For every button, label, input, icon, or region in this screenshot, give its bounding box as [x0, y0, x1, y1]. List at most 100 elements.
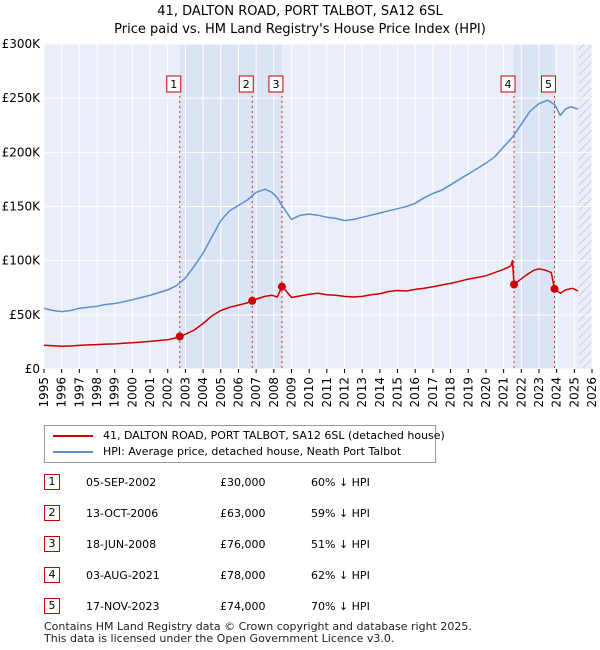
x-tick-label: 1997 — [72, 377, 86, 408]
grid-lines — [43, 43, 593, 370]
x-tick-label: 2007 — [249, 377, 263, 408]
chart-title-block: 41, DALTON ROAD, PORT TALBOT, SA12 6SL P… — [0, 3, 600, 39]
x-tick-label: 1995 — [37, 377, 51, 408]
y-tick-label: £150K — [2, 200, 42, 214]
row-price: £74,000 — [220, 600, 266, 613]
legend-swatch-blue — [53, 451, 93, 453]
marker-label: 2 — [243, 78, 250, 91]
x-tick-label: 2020 — [479, 377, 493, 408]
transaction-marker: 2 — [238, 75, 254, 93]
row-number-badge: 1 — [44, 474, 60, 490]
y-tick-label: £300K — [2, 37, 42, 51]
sale-point — [510, 280, 519, 289]
marker-label: 5 — [545, 78, 552, 91]
x-tick-label: 2012 — [338, 377, 352, 408]
marker-box — [166, 75, 182, 93]
row-hpi: 60% ↓ HPI — [311, 476, 370, 489]
table-row: 1 05-SEP-2002 £30,000 60% ↓ HPI — [44, 474, 504, 492]
row-date: 17-NOV-2023 — [86, 600, 160, 613]
sale-point — [248, 296, 257, 305]
y-tick-label: £100K — [2, 254, 42, 268]
x-tick-label: 2023 — [532, 377, 546, 408]
x-tick-label: 2025 — [567, 377, 581, 408]
x-tick-label: 2004 — [196, 377, 210, 408]
chart-subtitle: Price paid vs. HM Land Registry's House … — [114, 22, 486, 37]
table-row: 3 18-JUN-2008 £76,000 51% ↓ HPI — [44, 536, 504, 554]
sale-point — [175, 332, 184, 341]
price-paid-line — [44, 259, 579, 348]
row-number-badge: 5 — [44, 598, 60, 614]
chart-title: 41, DALTON ROAD, PORT TALBOT, SA12 6SL — [157, 4, 443, 19]
transaction-marker: 3 — [268, 75, 284, 93]
y-tick-label: £250K — [2, 91, 42, 105]
row-price: £78,000 — [220, 569, 266, 582]
row-hpi: 51% ↓ HPI — [311, 538, 370, 551]
x-tick-label: 2022 — [514, 377, 528, 408]
row-date: 18-JUN-2008 — [86, 538, 157, 551]
marker-box — [238, 75, 254, 93]
x-tick-label: 2018 — [444, 377, 458, 408]
transaction-marker: 4 — [500, 75, 516, 93]
table-row: 4 03-AUG-2021 £78,000 62% ↓ HPI — [44, 567, 504, 585]
x-tick-label: 2017 — [426, 377, 440, 408]
row-hpi: 59% ↓ HPI — [311, 507, 370, 520]
hpi-line — [44, 99, 579, 313]
y-tick-label: £0 — [25, 362, 40, 376]
x-tick-label: 2024 — [550, 377, 564, 408]
x-tick-label: 2026 — [585, 377, 599, 408]
table-row: 2 13-OCT-2006 £63,000 59% ↓ HPI — [44, 505, 504, 523]
x-tick-label: 2006 — [231, 377, 245, 408]
transaction-markers: 1 2 3 4 5 — [166, 75, 557, 93]
x-tick-label: 1996 — [55, 377, 69, 408]
x-tick-label: 2000 — [125, 377, 139, 408]
x-tick-label: 2014 — [373, 377, 387, 408]
footer-attribution: Contains HM Land Registry data © Crown c… — [44, 621, 472, 645]
row-date: 05-SEP-2002 — [86, 476, 157, 489]
legend-label-price-paid: 41, DALTON ROAD, PORT TALBOT, SA12 6SL (… — [103, 429, 445, 442]
x-tick-label: 1999 — [108, 377, 122, 408]
price-chart: 1 2 3 4 5 £0 £50K £100K £150K £200K £250K £300K 19… — [2, 37, 599, 408]
sale-point — [277, 282, 286, 291]
legend: 41, DALTON ROAD, PORT TALBOT, SA12 6SL (… — [44, 425, 445, 463]
x-tick-label: 2015 — [391, 377, 405, 408]
marker-label: 4 — [505, 78, 512, 91]
footer-line-2: This data is licensed under the Open Gov… — [44, 632, 395, 645]
x-axis: 1995 1996 1997 1998 1999 2000 2001 2002 2003 2004… — [37, 369, 599, 408]
row-number-badge: 2 — [44, 505, 60, 521]
x-tick-label: 2016 — [408, 377, 422, 408]
x-tick-label: 2003 — [178, 377, 192, 408]
x-tick-label: 2010 — [302, 377, 316, 408]
transaction-points — [175, 280, 559, 341]
x-tick-label: 2002 — [161, 377, 175, 408]
x-tick-label: 2001 — [143, 377, 157, 408]
row-number-badge: 3 — [44, 536, 60, 552]
marker-label: 3 — [272, 78, 279, 91]
legend-label-hpi: HPI: Average price, detached house, Neat… — [103, 445, 402, 458]
sale-point — [550, 284, 559, 293]
y-tick-label: £200K — [2, 145, 42, 159]
table-row: 5 17-NOV-2023 £74,000 70% ↓ HPI — [44, 598, 504, 616]
y-tick-label: £50K — [9, 308, 41, 322]
x-tick-label: 2009 — [284, 377, 298, 408]
marker-label: 1 — [170, 78, 177, 91]
row-date: 13-OCT-2006 — [86, 507, 159, 520]
transaction-lines — [179, 96, 556, 369]
row-price: £76,000 — [220, 538, 266, 551]
marker-box — [541, 75, 557, 93]
row-number-badge: 4 — [44, 567, 60, 583]
series-lines — [44, 99, 579, 348]
y-axis: £0 £50K £100K £150K £200K £250K £300K — [2, 37, 42, 376]
x-tick-label: 2011 — [320, 377, 334, 408]
marker-box — [500, 75, 516, 93]
x-tick-label: 2021 — [497, 377, 511, 408]
x-tick-label: 1998 — [90, 377, 104, 408]
x-tick-label: 2005 — [214, 377, 228, 408]
footer-line-1: Contains HM Land Registry data © Crown c… — [44, 620, 472, 633]
row-price: £30,000 — [220, 476, 266, 489]
legend-swatch-red — [53, 435, 93, 437]
x-tick-label: 2008 — [267, 377, 281, 408]
row-date: 03-AUG-2021 — [86, 569, 160, 582]
marker-box — [268, 75, 284, 93]
transaction-marker: 5 — [541, 75, 557, 93]
x-tick-label: 2013 — [355, 377, 369, 408]
